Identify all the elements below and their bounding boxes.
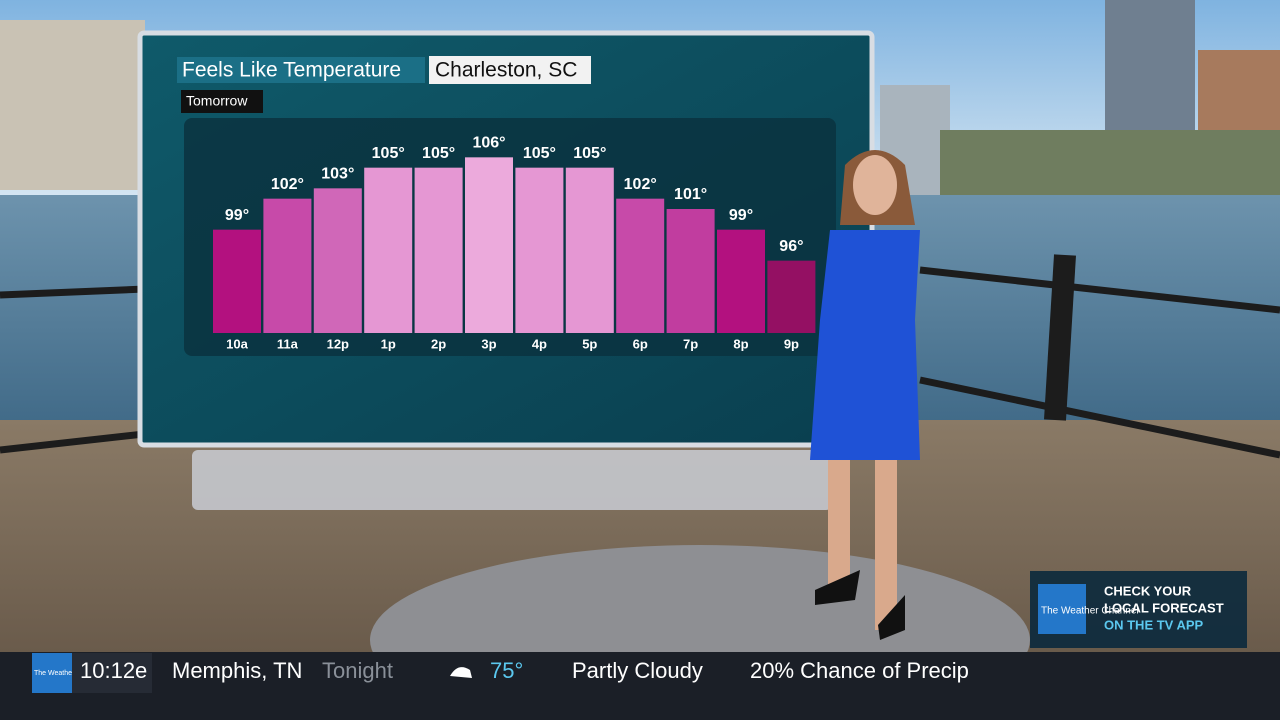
x-tick-label: 6p [633, 336, 648, 351]
bar [313, 188, 362, 333]
bar [717, 229, 765, 333]
value-label: 102° [271, 176, 304, 193]
time-box [72, 653, 152, 693]
chart-title: Feels Like Temperature [182, 59, 401, 82]
bar [414, 167, 463, 333]
time: 10:12e [80, 658, 147, 683]
leg [875, 460, 897, 630]
leg [828, 460, 850, 590]
promo-line: CHECK YOUR [1104, 583, 1192, 598]
promo-line: ON THE TV APP [1104, 617, 1204, 632]
bar [263, 198, 312, 333]
trees [940, 130, 1280, 195]
building [1105, 0, 1195, 140]
value-label: 99° [729, 207, 753, 224]
building [0, 20, 145, 190]
period: Tonight [322, 658, 393, 683]
bars: 99° 10a 102° 11a 103° 12p 105° 1p 105° 2p 106° 3p 10… [213, 135, 816, 351]
value-label: 101° [674, 186, 707, 203]
bar [767, 260, 816, 333]
bar [515, 167, 564, 333]
value-label: 102° [624, 176, 657, 193]
precip: 20% Chance of Precip [750, 658, 969, 683]
x-tick-label: 9p [784, 336, 799, 351]
x-tick-label: 10a [226, 336, 248, 351]
dress [810, 230, 920, 460]
city: Memphis, TN [172, 658, 302, 683]
weather-icon [450, 667, 472, 678]
x-tick-label: 11a [277, 336, 299, 351]
presenter [810, 150, 920, 640]
value-label: 106° [472, 135, 505, 152]
promo-logo-box [1038, 584, 1086, 634]
subtitle: Tomorrow [186, 93, 248, 109]
location: Charleston, SC [435, 59, 577, 82]
bar [213, 229, 261, 333]
ticker-logo-box [32, 653, 72, 693]
x-tick-label: 8p [733, 336, 748, 351]
value-label: 103° [321, 166, 354, 183]
location-box [429, 56, 591, 84]
temperature: 75° [490, 658, 523, 683]
monitor-stand [192, 450, 832, 510]
value-label: 96° [779, 238, 803, 255]
ticker-logo: The Weather Channel [34, 670, 103, 677]
x-tick-label: 7p [683, 336, 698, 351]
bar [465, 157, 513, 333]
x-tick-label: 1p [381, 336, 396, 351]
title-box [177, 57, 425, 83]
bar [565, 167, 614, 333]
bar [616, 198, 665, 333]
x-tick-label: 4p [532, 336, 547, 351]
bar [364, 167, 413, 333]
value-label: 105° [372, 145, 405, 162]
x-tick-label: 2p [431, 336, 446, 351]
value-label: 105° [573, 145, 606, 162]
subtitle-box [181, 90, 263, 113]
bar [666, 209, 715, 333]
value-label: 105° [422, 145, 455, 162]
promo-logo: The Weather Channel [1041, 606, 1139, 617]
shoe [815, 570, 860, 605]
condition: Partly Cloudy [572, 658, 703, 683]
value-label: 105° [523, 145, 556, 162]
x-tick-label: 5p [582, 336, 597, 351]
x-tick-label: 12p [327, 336, 349, 351]
x-tick-label: 3p [481, 336, 496, 351]
promo-line: LOCAL FORECAST [1104, 600, 1224, 615]
ticker [0, 652, 1280, 720]
value-label: 99° [225, 207, 249, 224]
face [853, 155, 897, 215]
shoe [878, 595, 905, 640]
